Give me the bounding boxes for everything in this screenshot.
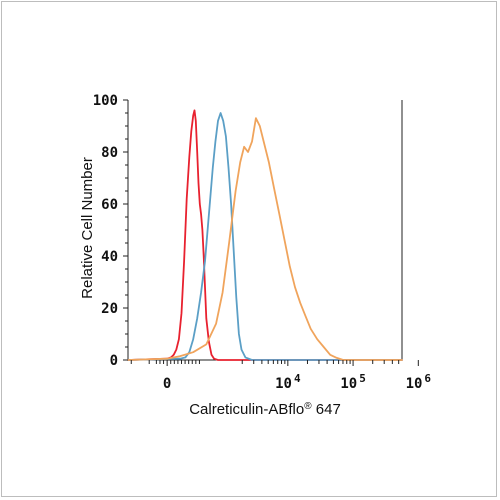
y-tick-label: 100 [93,93,118,109]
x-tick-label: 0 [163,376,171,392]
y-tick-label: 20 [101,301,118,317]
y-axis-ticks: 0 20 40 60 80 100 [93,93,128,369]
x-axis-title-suffix: 647 [312,401,341,418]
y-tick-label: 0 [110,353,118,369]
x-axis-title: Calreticulin-ABflo® 647 [189,401,341,419]
y-tick-label: 80 [101,145,118,161]
histogram-curve-2 [127,112,403,361]
x-tick-label: 10 5 [340,372,365,392]
histogram-curve-3 [127,117,403,361]
x-tick-label: 10 4 [275,372,301,392]
x-tick-label: 10 6 [406,372,432,392]
histogram-curve-1 [127,109,403,361]
x-axis-title-sup: ® [304,401,312,412]
y-tick-label: 60 [101,197,118,213]
x-axis-ticks: 0 10 4 10 5 10 6 [130,360,432,392]
series-curves [127,109,403,361]
x-axis-title-main: Calreticulin-ABflo [189,401,304,418]
y-axis-title: Relative Cell Number [79,157,96,299]
axes [127,100,403,361]
y-tick-label: 40 [101,249,118,265]
